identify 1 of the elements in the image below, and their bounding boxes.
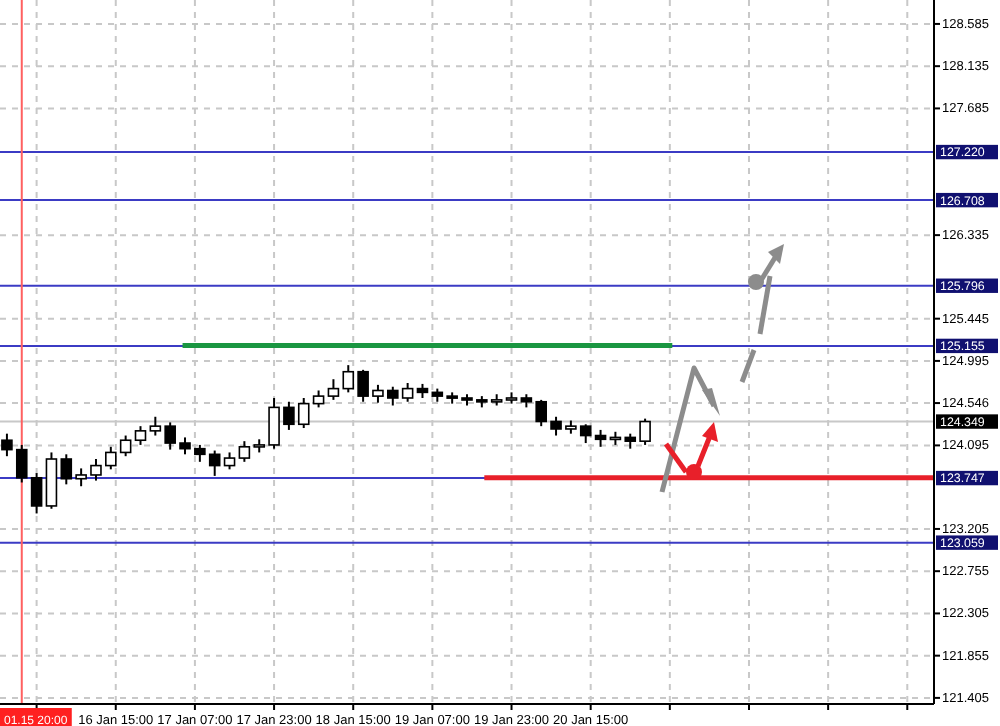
candlestick bbox=[134, 425, 147, 446]
